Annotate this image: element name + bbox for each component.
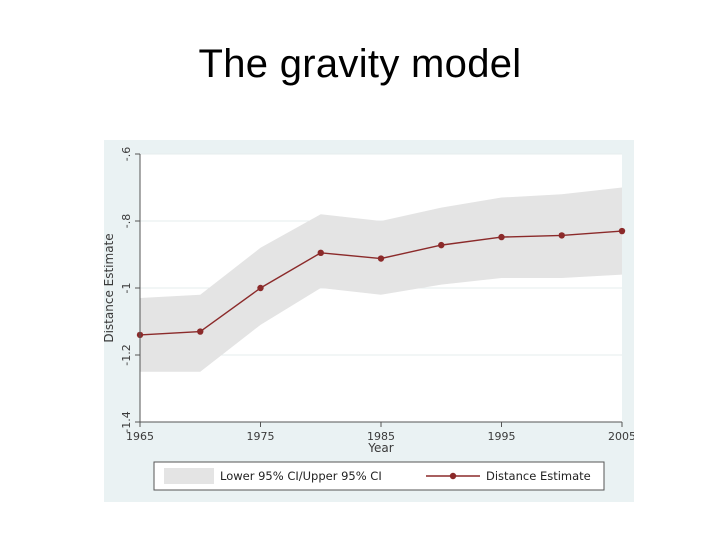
legend: Lower 95% CI/Upper 95% CI Distance Estim…: [153, 461, 605, 491]
y-axis-title: Distance Estimate: [104, 233, 116, 342]
y-tick-label: -1.2: [120, 344, 133, 365]
data-point: [317, 249, 324, 257]
x-axis-title: Year: [367, 441, 393, 455]
data-point: [558, 232, 565, 239]
gravity-chart: -1.4 -1.2 -1 -.8 -.6 1965 1975 1985 1995 2005 Di…: [104, 140, 634, 502]
x-tick-label: 1985: [367, 430, 395, 443]
x-tick-label: 2005: [608, 430, 634, 443]
legend-ci-label: Lower 95% CI/Upper 95% CI: [220, 469, 382, 483]
data-point: [197, 328, 204, 335]
y-tick-label: -.8: [120, 214, 133, 228]
slide-title: The gravity model: [198, 42, 522, 86]
x-ticks: 1965 1975 1985 1995 2005: [126, 422, 634, 443]
x-tick-label: 1965: [126, 430, 154, 443]
legend-series-label: Distance Estimate: [486, 469, 591, 483]
data-point: [498, 233, 505, 241]
data-point: [618, 227, 626, 235]
ci-band: [140, 187, 622, 372]
y-tick-label: -1.4: [120, 411, 133, 432]
x-tick-label: 1995: [488, 430, 516, 443]
y-ticks: -1.4 -1.2 -1 -.8 -.6: [120, 147, 140, 433]
y-tick-label: -.6: [120, 147, 133, 161]
legend-series-marker: [449, 472, 457, 480]
data-point: [438, 241, 445, 249]
legend-ci-swatch: [164, 468, 214, 484]
data-point: [257, 284, 264, 292]
legend-box: [153, 461, 605, 491]
data-point: [377, 255, 385, 262]
y-tick-label: -1: [120, 283, 133, 294]
x-tick-label: 1975: [247, 430, 275, 443]
